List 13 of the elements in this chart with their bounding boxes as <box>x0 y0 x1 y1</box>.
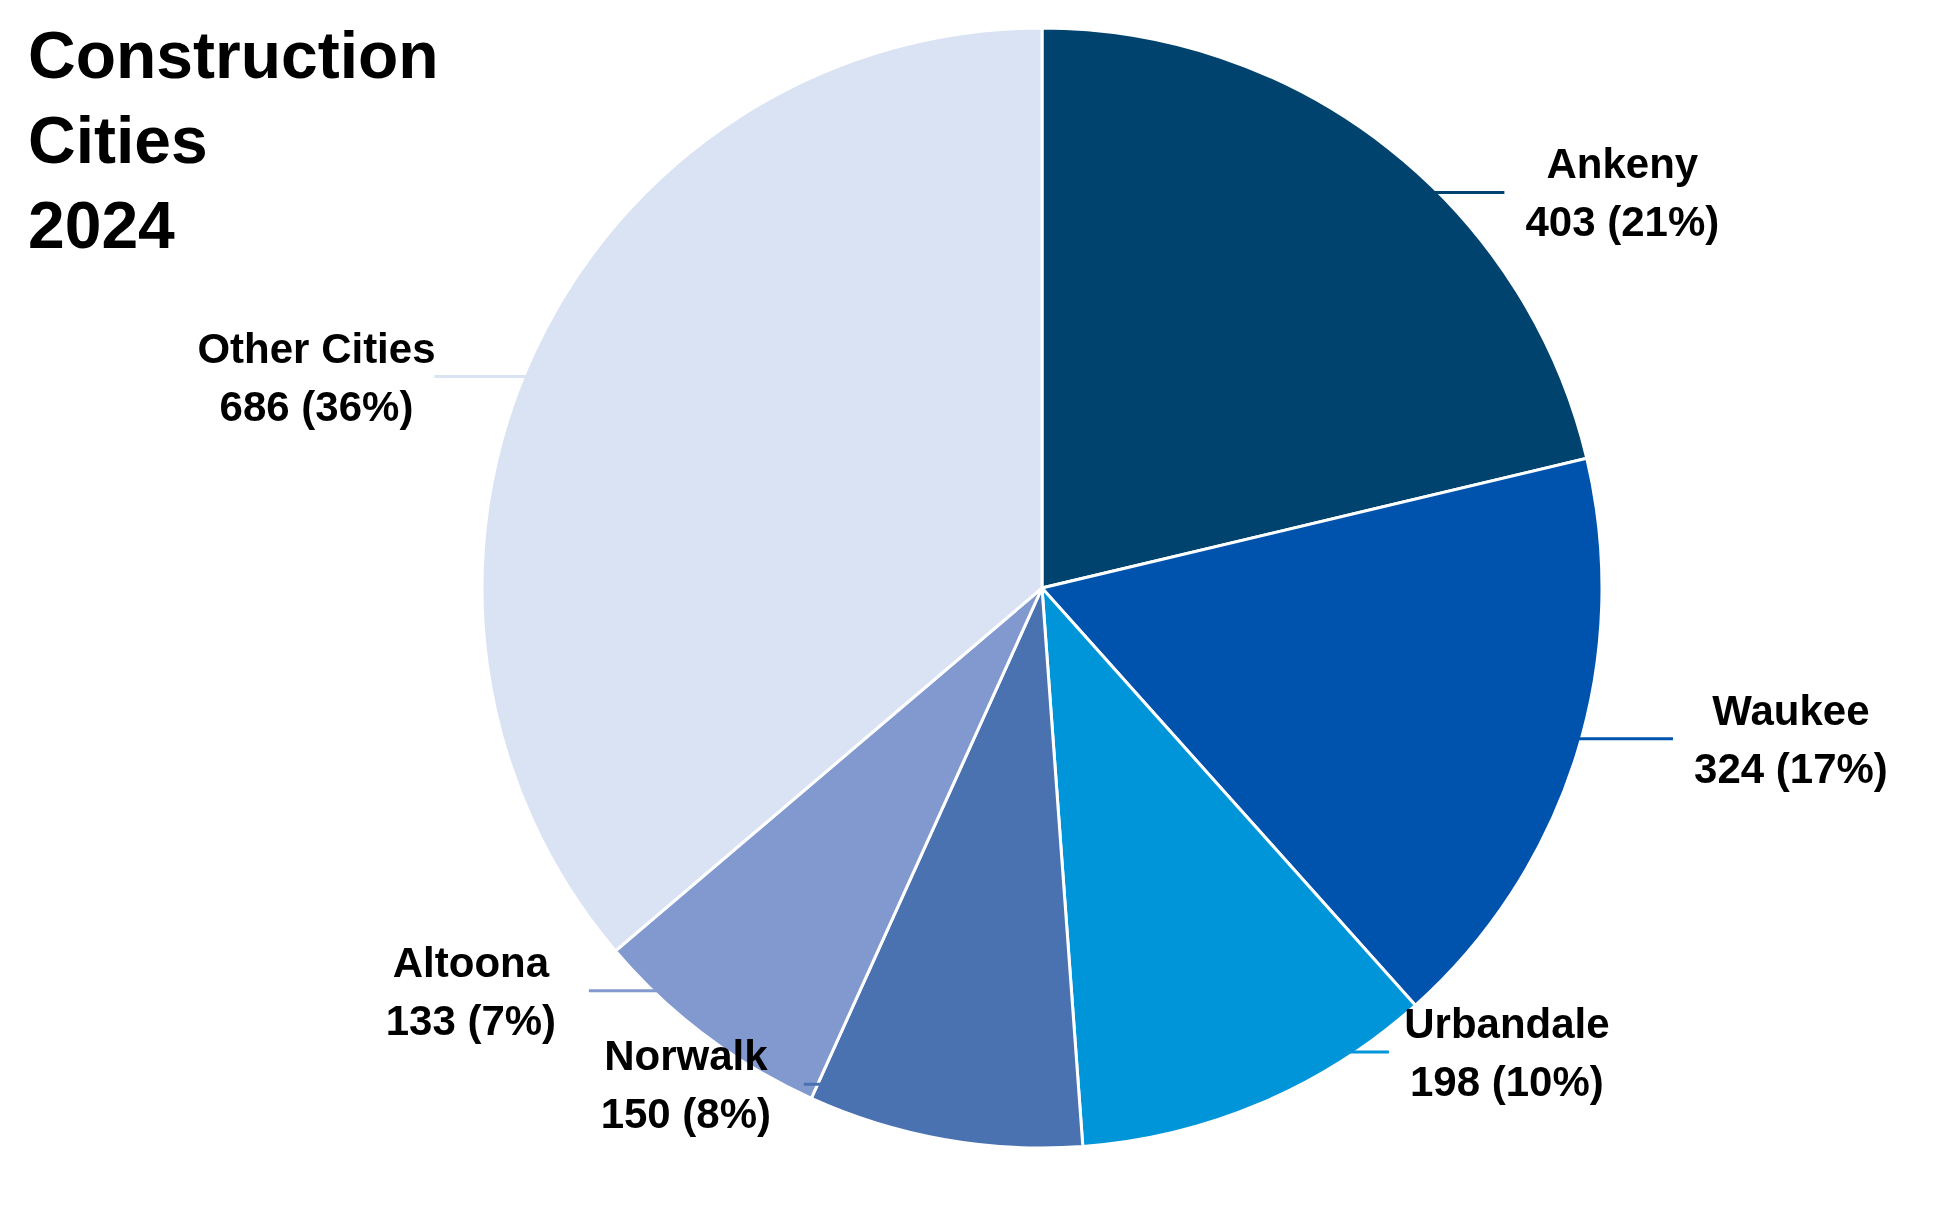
data-label: 324 (17%) <box>1694 744 1888 792</box>
text: Construction Cities 2024 <box>28 18 439 262</box>
data-label: 686 (36%) <box>219 382 414 430</box>
slice-label: Ankeny <box>1546 140 1699 188</box>
data-label: 150 (8%) <box>600 1090 772 1138</box>
slice-label: Urbandale <box>1404 999 1610 1047</box>
slice-label: Norwalk <box>604 1032 769 1080</box>
data-label: 198 (10%) <box>1410 1057 1604 1105</box>
slice-label: Waukee <box>1712 686 1870 734</box>
slice-label: Altoona <box>392 938 550 986</box>
data-label: 403 (21%) <box>1525 198 1720 246</box>
slice-label: Other Cities <box>197 324 436 372</box>
data-label: 133 (7%) <box>385 996 557 1044</box>
